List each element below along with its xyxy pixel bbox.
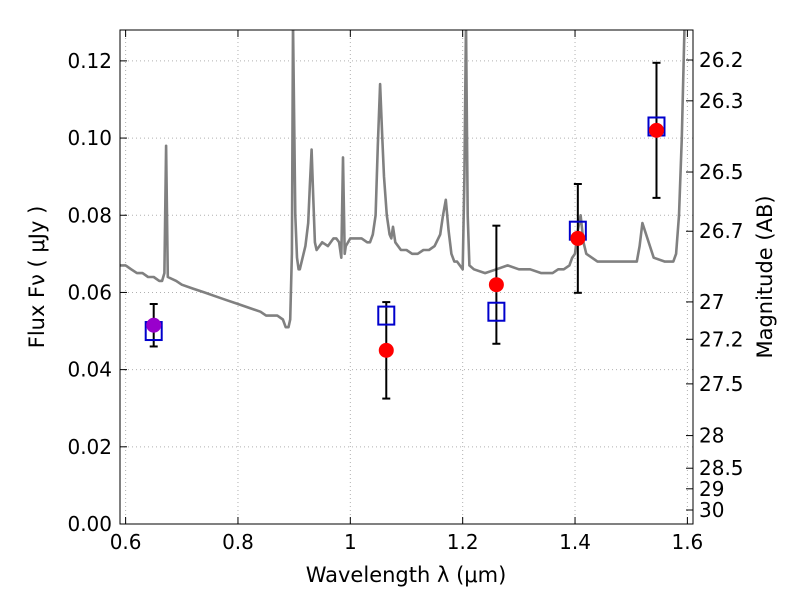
- mag-tick-label: 29: [699, 477, 724, 501]
- y-tick-label: 0.00: [67, 512, 112, 536]
- plot-frame: [119, 29, 694, 525]
- model-point: [487, 301, 506, 322]
- mag-tick-label: 27.5: [699, 372, 744, 396]
- model-point: [377, 305, 396, 326]
- x-tick-label: 1.6: [671, 530, 703, 554]
- x-axis-label: Wavelength λ (μm): [306, 563, 507, 587]
- x-tick-label: 0.8: [222, 530, 254, 554]
- mag-tick-label: 28: [699, 424, 724, 448]
- y-tick-label: 0.06: [67, 280, 112, 304]
- y-tick-label: 0.10: [67, 126, 112, 150]
- mag-tick-label: 27: [699, 290, 724, 314]
- mag-tick-label: 27.2: [699, 327, 744, 351]
- observed-point: [146, 317, 162, 333]
- mag-tick-label: 26.7: [699, 219, 744, 243]
- x-tick-label: 1: [344, 530, 357, 554]
- y-tick-label: 0.04: [67, 358, 112, 382]
- spectrum-line: [120, 30, 686, 329]
- mag-tick-label: 26.2: [699, 48, 744, 72]
- y-tick-label: 0.02: [67, 435, 112, 459]
- y-tick-label: 0.12: [67, 49, 112, 73]
- grid-lines: [120, 30, 693, 525]
- mag-tick-label: 26.3: [699, 89, 744, 113]
- x-tick-label: 1.4: [559, 530, 591, 554]
- mag-tick-label: 30: [699, 498, 724, 522]
- mag-tick-label: 28.5: [699, 456, 744, 480]
- observed-point: [378, 342, 394, 358]
- x-tick-label: 1.2: [447, 530, 479, 554]
- data-layer: [120, 30, 686, 400]
- axis-ticks: 0.6 0.8 1 1.2 1.4 1.6 0.00 0.02 0.04 0.06 0.08 0.10…: [67, 30, 744, 554]
- observed-point: [570, 230, 586, 246]
- y-tick-label: 0.08: [67, 203, 112, 227]
- y-axis-right-label: Magnitude (AB): [753, 195, 777, 358]
- observed-point: [488, 277, 504, 293]
- mag-tick-label: 26.5: [699, 160, 744, 184]
- y-axis-label: Flux Fν ( μJy ): [25, 206, 49, 349]
- observed-point: [648, 122, 664, 138]
- x-tick-label: 0.6: [110, 530, 142, 554]
